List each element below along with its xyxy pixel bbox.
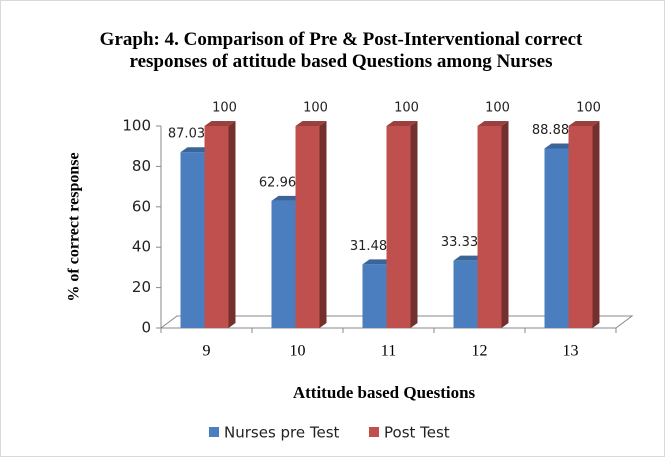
- bar-face: [568, 126, 593, 328]
- data-label: 100: [394, 101, 419, 116]
- bar-face: [386, 121, 418, 126]
- bar-face: [453, 255, 485, 261]
- bar-face: [228, 121, 236, 328]
- bar-face: [319, 121, 327, 328]
- bar-face: [568, 121, 600, 126]
- bar-face: [180, 147, 212, 153]
- x-tick-label: 12: [472, 343, 488, 360]
- bar-face: [204, 126, 229, 328]
- data-label: 100: [485, 101, 510, 116]
- data-label: 87.03: [168, 127, 205, 142]
- x-tick-label: 11: [381, 343, 396, 360]
- data-label: 62.96: [259, 175, 296, 190]
- data-label: 88.88: [532, 123, 569, 138]
- bar-face: [501, 121, 509, 328]
- y-tick-label: 20: [132, 278, 151, 296]
- bar-face: [544, 143, 576, 149]
- y-tick-label: 80: [132, 157, 151, 175]
- data-label: 100: [303, 101, 328, 116]
- legend-label: Post Test: [384, 424, 450, 442]
- y-tick-label: 0: [141, 319, 151, 337]
- bar-face: [477, 126, 502, 328]
- bar-face: [204, 121, 236, 126]
- y-tick-label: 60: [132, 197, 151, 215]
- data-label: 100: [212, 101, 237, 116]
- data-label: 100: [576, 101, 601, 116]
- bar-face: [295, 121, 327, 126]
- bar-face: [386, 126, 411, 328]
- bar: [204, 121, 236, 328]
- bar-face: [362, 264, 387, 328]
- x-tick-label: 10: [290, 343, 306, 360]
- bar-face: [180, 152, 205, 328]
- data-label: 31.48: [350, 239, 387, 254]
- x-axis-label: Attitude based Questions: [293, 383, 476, 402]
- bar-face: [295, 126, 320, 328]
- chart-title: Graph: 4. Comparison of Pre & Post-Inter…: [99, 29, 583, 72]
- y-tick-label: 100: [122, 117, 151, 135]
- bar-face: [544, 148, 569, 328]
- bar-face: [592, 121, 600, 328]
- bar: [568, 121, 600, 328]
- bar-face: [271, 200, 296, 328]
- bar: [295, 121, 327, 328]
- x-tick-label: 9: [203, 343, 211, 360]
- bar-face: [271, 195, 303, 201]
- bar-face: [410, 121, 418, 328]
- y-tick-label: 40: [132, 238, 151, 256]
- legend-swatch: [369, 427, 379, 437]
- x-tick-label: 13: [563, 343, 579, 360]
- bar: [386, 121, 418, 328]
- bar-face: [453, 260, 478, 328]
- data-label: 33.33: [441, 235, 478, 250]
- bar-face: [477, 121, 509, 126]
- bar: [477, 121, 509, 328]
- legend-swatch: [209, 427, 219, 437]
- bar-face: [362, 259, 394, 265]
- legend-label: Nurses pre Test: [224, 424, 340, 442]
- y-axis-label: % of correct response: [66, 152, 83, 301]
